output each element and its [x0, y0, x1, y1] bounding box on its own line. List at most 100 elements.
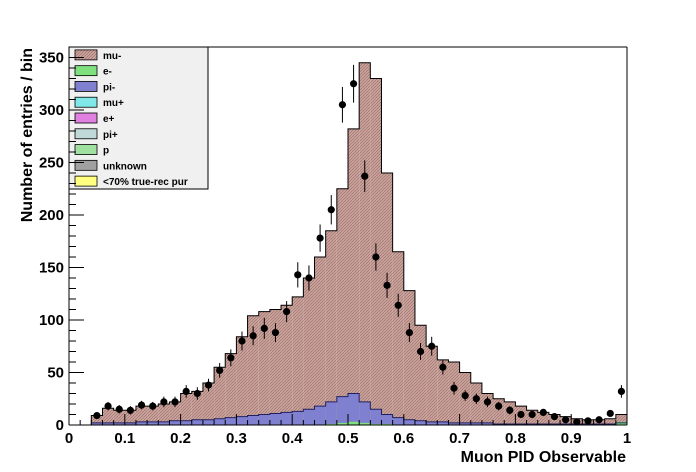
data-point	[550, 413, 559, 421]
bar-pi-minus	[448, 422, 460, 425]
bar-mu-minus	[381, 173, 393, 425]
data-point	[193, 389, 201, 398]
bar-mu-minus	[113, 410, 125, 425]
bar-pi-minus	[147, 421, 159, 425]
bar-pi-minus	[303, 409, 315, 425]
bar-pi-minus	[281, 412, 293, 425]
data-point	[539, 408, 547, 416]
data-point	[472, 395, 480, 403]
data-point	[349, 80, 358, 88]
bar-pi-minus	[470, 422, 482, 425]
data-point	[573, 418, 581, 426]
bar-pi-minus	[493, 423, 505, 425]
bar-mu-minus	[537, 412, 549, 425]
bar-pi-minus	[515, 423, 527, 425]
data-point	[495, 402, 503, 410]
data-point	[439, 363, 447, 371]
x-tick-label: 0.1	[114, 430, 135, 447]
data-point	[394, 301, 402, 309]
data-point	[528, 410, 536, 419]
bar-e-minus	[381, 423, 393, 425]
legend-swatch	[74, 81, 98, 92]
bar-pi-minus	[381, 414, 393, 425]
bar-mu-minus	[314, 257, 326, 425]
data-point	[171, 398, 179, 406]
bar-pi-minus	[202, 419, 215, 425]
stack-outline	[90, 62, 628, 425]
x-tick-label: 0.6	[393, 430, 414, 447]
bar-pi-minus	[526, 423, 538, 425]
data-point	[483, 398, 492, 406]
bar-pi-minus	[158, 421, 170, 425]
bar-mu-minus	[615, 414, 627, 425]
data-point	[249, 332, 257, 340]
x-tick-label: 0.5	[338, 430, 359, 447]
bar-pi-minus	[124, 422, 136, 425]
data-point	[584, 417, 592, 425]
bar-mu-minus	[604, 418, 616, 425]
data-point	[428, 342, 436, 350]
bar-mu-minus	[493, 398, 505, 425]
bar-mu-minus	[236, 336, 248, 425]
legend-label: mu-	[103, 51, 121, 62]
data-point	[506, 406, 514, 414]
data-point	[372, 253, 380, 261]
x-tick-label: 0.3	[226, 430, 247, 447]
bar-pi-minus	[325, 401, 337, 425]
data-point	[160, 398, 168, 406]
bar-mu-minus	[481, 393, 494, 425]
data-point	[93, 411, 101, 420]
bar-mu-minus	[359, 62, 371, 425]
data-point	[204, 381, 213, 389]
bar-pi-minus	[582, 423, 594, 425]
y-tick-label: 350	[39, 50, 64, 67]
legend-swatch	[74, 175, 98, 187]
bar-e-minus	[348, 421, 360, 425]
bar-pi-minus	[236, 416, 248, 425]
bar-pi-minus	[548, 423, 561, 425]
bar-pi-minus	[214, 418, 226, 425]
y-tick-label: 100	[39, 312, 64, 329]
data-point	[562, 416, 570, 424]
bar-pi-minus	[336, 396, 348, 425]
y-tick-label: 150	[39, 260, 64, 277]
legend-label: pi+	[103, 130, 118, 141]
bar-pi-minus	[91, 422, 103, 425]
bar-mu-minus	[214, 367, 226, 425]
legend-swatch	[74, 65, 98, 77]
y-tick-label: 200	[39, 207, 64, 224]
bar-mu-minus	[147, 406, 159, 425]
bar-pi-minus	[292, 411, 304, 425]
legend: mu-e-pi-mu+ e+ pi+ p unknown <70% true-rec pu…	[68, 46, 209, 190]
bar-pi-minus	[247, 415, 259, 425]
data-point	[517, 410, 525, 419]
data-point	[405, 329, 413, 337]
bar-pi-minus	[191, 419, 203, 425]
bar-pi-minus	[269, 413, 282, 425]
x-tick-label: 0.9	[561, 430, 582, 447]
bar-mu-minus	[180, 393, 192, 425]
legend-swatch	[74, 128, 98, 140]
data-point	[606, 409, 614, 418]
data-point	[182, 387, 190, 395]
data-point	[461, 392, 469, 400]
data-point	[227, 354, 235, 362]
legend-swatch	[74, 144, 98, 155]
legend-label: unknown	[103, 161, 147, 172]
y-axis-title: Number of entries / bin	[19, 48, 36, 222]
bar-pi-minus	[113, 422, 125, 425]
y-tick-label: 0	[56, 417, 64, 434]
legend-label: e-	[103, 67, 112, 78]
bar-pi-minus	[348, 393, 360, 425]
bar-mu-minus	[325, 230, 337, 425]
bar-e-minus	[359, 422, 371, 425]
data-point	[283, 308, 291, 316]
data-point	[149, 402, 157, 410]
bar-mu-minus	[258, 311, 270, 425]
data-point	[450, 384, 458, 392]
pi-outline	[91, 393, 628, 425]
bar-mu-minus	[269, 309, 282, 425]
plot-area	[69, 47, 628, 426]
bar-mu-minus	[348, 128, 360, 425]
